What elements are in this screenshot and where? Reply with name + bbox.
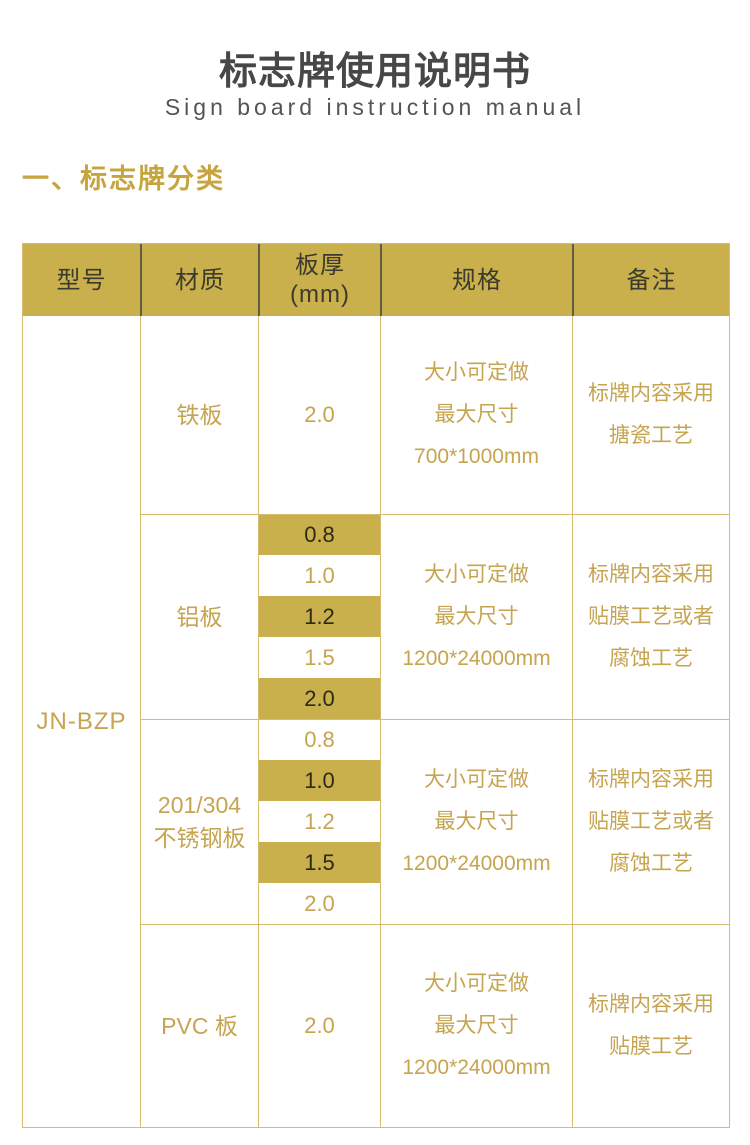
column-header-thickness: 板厚 (mm) [258, 244, 380, 316]
thickness-cell: 1.2 [258, 801, 380, 842]
column-header-model: 型号 [23, 244, 140, 316]
remark-line: 贴膜工艺或者 [588, 605, 714, 628]
thickness-cell: 1.0 [258, 555, 380, 596]
remark-line: 标牌内容采用 [588, 563, 714, 586]
spec-cell: 大小可定做 最大尺寸 1200*24000mm [380, 924, 572, 1127]
thickness-cell: 0.8 [258, 719, 380, 760]
model-cell: JN-BZP [36, 707, 127, 735]
classification-table: 型号 材质 板厚 (mm) 规格 备注 JN-BZP 铁板 2.0 大小可定做 … [22, 243, 730, 1128]
remark-line: 标牌内容采用 [588, 768, 714, 791]
section-heading: 一、标志牌分类 [22, 164, 225, 194]
spec-line: 最大尺寸 [434, 1014, 519, 1037]
column-header-spec: 规格 [380, 244, 572, 316]
remark-line: 腐蚀工艺 [609, 852, 693, 875]
remark-cell: 标牌内容采用 贴膜工艺 [572, 924, 729, 1127]
thickness-cell: 1.2 [258, 596, 380, 637]
thickness-cell: 0.8 [258, 514, 380, 555]
column-header-remark: 备注 [572, 244, 729, 316]
spec-line: 最大尺寸 [434, 810, 519, 833]
spec-line: 大小可定做 [424, 563, 529, 586]
remark-line: 搪瓷工艺 [609, 424, 693, 447]
material-cell: 铁板 [140, 316, 258, 514]
remark-line: 贴膜工艺 [609, 1035, 693, 1058]
remark-cell: 标牌内容采用 搪瓷工艺 [572, 316, 729, 514]
thickness-cell: 2.0 [258, 883, 380, 924]
material-cell: PVC 板 [140, 924, 258, 1127]
page-subtitle: Sign board instruction manual [164, 94, 586, 120]
thickness-cell: 2.0 [258, 924, 380, 1127]
thickness-cell: 2.0 [258, 316, 380, 514]
thickness-cell: 2.0 [258, 678, 380, 719]
spec-line: 大小可定做 [424, 361, 529, 384]
remark-cell: 标牌内容采用 贴膜工艺或者 腐蚀工艺 [572, 514, 729, 719]
remark-line: 贴膜工艺或者 [588, 810, 714, 833]
thickness-cell: 1.5 [258, 842, 380, 883]
spec-line: 大小可定做 [424, 972, 529, 995]
spec-line: 最大尺寸 [434, 605, 519, 628]
spec-line: 1200*24000mm [402, 852, 551, 875]
spec-line: 1200*24000mm [402, 647, 551, 670]
spec-cell: 大小可定做 最大尺寸 1200*24000mm [380, 514, 572, 719]
remark-cell: 标牌内容采用 贴膜工艺或者 腐蚀工艺 [572, 719, 729, 924]
spec-cell: 大小可定做 最大尺寸 700*1000mm [380, 316, 572, 514]
spec-line: 大小可定做 [424, 768, 529, 791]
thickness-cell: 1.0 [258, 760, 380, 801]
spec-line: 最大尺寸 [434, 403, 519, 426]
remark-line: 标牌内容采用 [588, 382, 714, 405]
material-cell: 201/304 不锈钢板 [140, 719, 258, 924]
spec-line: 1200*24000mm [402, 1056, 551, 1079]
page-title: 标志牌使用说明书 [218, 51, 531, 93]
column-header-material: 材质 [140, 244, 258, 316]
thickness-cell: 1.5 [258, 637, 380, 678]
remark-line: 标牌内容采用 [588, 993, 714, 1016]
material-cell: 铝板 [140, 514, 258, 719]
spec-line: 700*1000mm [414, 445, 539, 468]
remark-line: 腐蚀工艺 [609, 647, 693, 670]
spec-cell: 大小可定做 最大尺寸 1200*24000mm [380, 719, 572, 924]
